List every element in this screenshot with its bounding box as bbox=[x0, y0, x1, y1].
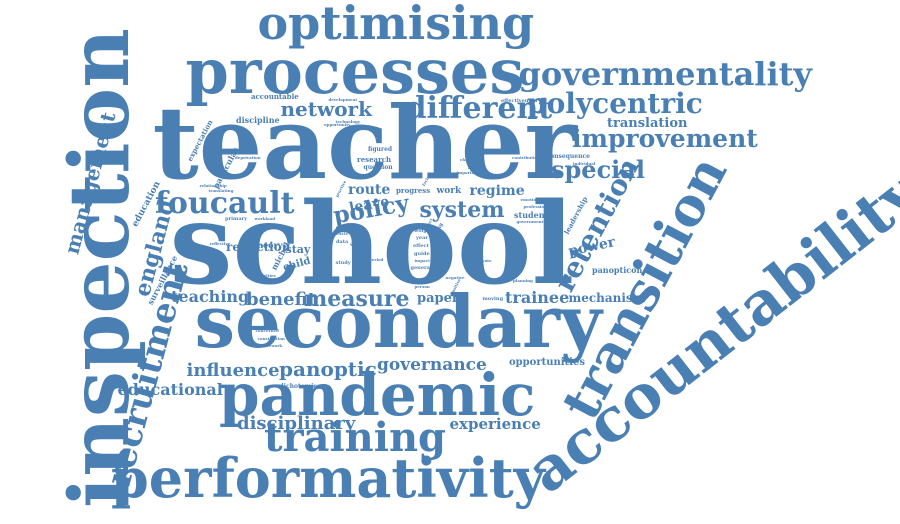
word: analysis bbox=[468, 165, 486, 170]
word: negative bbox=[445, 275, 465, 280]
word: consequence bbox=[546, 153, 590, 160]
word: theory bbox=[253, 240, 283, 250]
word: change bbox=[460, 157, 477, 162]
word: world bbox=[414, 227, 430, 234]
word: technology bbox=[335, 119, 361, 124]
word: dichotomies bbox=[279, 383, 321, 390]
word: effectiveness bbox=[501, 97, 538, 104]
word: system bbox=[419, 197, 505, 223]
word: discipline bbox=[236, 115, 280, 125]
word: identities bbox=[254, 273, 276, 278]
word: profession bbox=[523, 204, 547, 209]
word: study bbox=[335, 259, 351, 266]
word: concerned bbox=[255, 328, 279, 333]
word: workload bbox=[254, 216, 276, 221]
word: disciplinary bbox=[237, 413, 356, 434]
word: government bbox=[516, 219, 544, 224]
word: important bbox=[456, 170, 480, 175]
word: translating bbox=[208, 188, 234, 193]
word: general bbox=[410, 264, 432, 271]
word: performativity bbox=[111, 446, 546, 510]
word: educational bbox=[117, 380, 223, 399]
word: guide bbox=[414, 250, 430, 257]
word: individual bbox=[573, 161, 596, 166]
word: influence bbox=[186, 360, 280, 381]
word: benefit bbox=[246, 289, 316, 310]
word: deprivation bbox=[235, 155, 261, 160]
word: planning bbox=[513, 278, 533, 283]
word: period bbox=[369, 257, 384, 262]
word: trainee bbox=[505, 288, 570, 307]
word: measure bbox=[304, 286, 410, 312]
word: primary bbox=[225, 215, 248, 222]
word: development bbox=[328, 97, 358, 102]
word: teaching bbox=[171, 287, 250, 306]
word: work bbox=[436, 185, 462, 196]
word: improvement bbox=[572, 123, 758, 153]
word: accountable bbox=[251, 91, 299, 101]
word: framework bbox=[258, 343, 283, 348]
word: governmentality bbox=[518, 55, 812, 93]
word: moving bbox=[482, 295, 504, 302]
word: mechanism bbox=[568, 291, 646, 305]
word: person bbox=[414, 284, 430, 289]
word: panopticon bbox=[592, 265, 643, 275]
word: foucault bbox=[155, 186, 295, 221]
word: network bbox=[280, 97, 372, 121]
word: experience bbox=[449, 414, 541, 433]
word: question bbox=[363, 164, 393, 171]
word: different bbox=[405, 91, 553, 126]
word: teacher bbox=[152, 84, 578, 202]
word: regime bbox=[469, 183, 525, 199]
word: special bbox=[551, 155, 645, 184]
word: effect bbox=[413, 242, 429, 249]
word: route bbox=[348, 182, 391, 198]
word: figured bbox=[368, 146, 393, 153]
word: governance bbox=[377, 354, 487, 375]
word: relationship bbox=[199, 183, 227, 188]
word: opportunities bbox=[509, 357, 585, 368]
word: progress bbox=[396, 185, 431, 195]
word: constitution bbox=[257, 336, 285, 341]
word: polycentric bbox=[527, 87, 703, 120]
word: student bbox=[514, 210, 549, 220]
word: panoptic bbox=[279, 357, 377, 381]
word: motivate bbox=[472, 258, 492, 263]
word: opportunity bbox=[324, 122, 351, 127]
word: year bbox=[416, 234, 428, 241]
word: article bbox=[333, 231, 349, 236]
word: training bbox=[264, 414, 446, 461]
word: translation bbox=[607, 115, 688, 131]
word: stay bbox=[285, 242, 311, 256]
word: research bbox=[357, 154, 392, 164]
word: impact bbox=[414, 258, 430, 263]
word: pandemic bbox=[219, 361, 536, 429]
word: emotional bbox=[520, 197, 544, 202]
word: optimising bbox=[257, 0, 535, 50]
word: data bbox=[336, 238, 349, 245]
word: school bbox=[169, 179, 575, 310]
word: reflection bbox=[226, 240, 291, 254]
word: processes bbox=[185, 35, 525, 108]
word: reflective bbox=[209, 241, 231, 246]
word: secondary bbox=[194, 279, 602, 364]
word: contribution bbox=[512, 155, 541, 160]
word: paper bbox=[417, 290, 459, 306]
